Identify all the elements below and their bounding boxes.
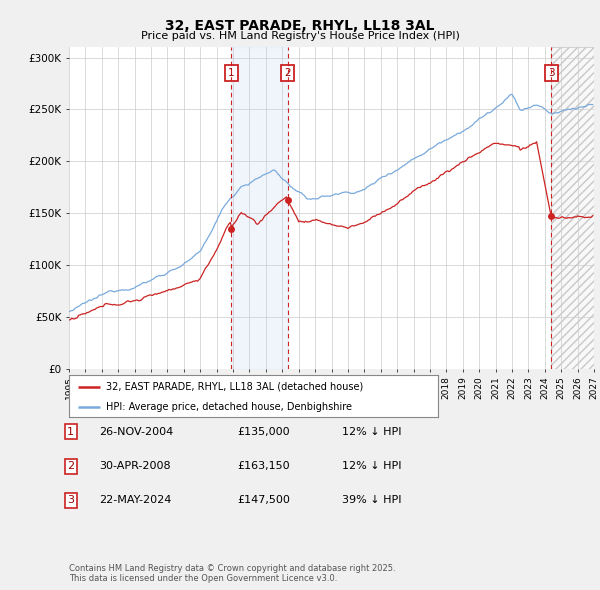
Text: 2: 2 (67, 461, 74, 471)
Text: Contains HM Land Registry data © Crown copyright and database right 2025.
This d: Contains HM Land Registry data © Crown c… (69, 563, 395, 583)
Text: 2: 2 (284, 68, 291, 78)
Text: £147,500: £147,500 (237, 496, 290, 505)
Text: 32, EAST PARADE, RHYL, LL18 3AL (detached house): 32, EAST PARADE, RHYL, LL18 3AL (detache… (106, 382, 363, 392)
Text: 26-NOV-2004: 26-NOV-2004 (99, 427, 173, 437)
Text: 22-MAY-2024: 22-MAY-2024 (99, 496, 172, 505)
Text: HPI: Average price, detached house, Denbighshire: HPI: Average price, detached house, Denb… (106, 402, 352, 411)
Bar (551, 47, 594, 369)
Bar (232, 47, 287, 369)
Text: Price paid vs. HM Land Registry's House Price Index (HPI): Price paid vs. HM Land Registry's House … (140, 31, 460, 41)
Text: 12% ↓ HPI: 12% ↓ HPI (342, 427, 401, 437)
Text: 32, EAST PARADE, RHYL, LL18 3AL: 32, EAST PARADE, RHYL, LL18 3AL (165, 19, 435, 33)
Text: 30-APR-2008: 30-APR-2008 (99, 461, 170, 471)
Text: 3: 3 (67, 496, 74, 505)
Text: 1: 1 (67, 427, 74, 437)
Text: 3: 3 (548, 68, 554, 78)
Text: £163,150: £163,150 (237, 461, 290, 471)
Text: 1: 1 (228, 68, 235, 78)
Text: 39% ↓ HPI: 39% ↓ HPI (342, 496, 401, 505)
Text: £135,000: £135,000 (237, 427, 290, 437)
Text: 12% ↓ HPI: 12% ↓ HPI (342, 461, 401, 471)
Bar (551, 47, 594, 369)
